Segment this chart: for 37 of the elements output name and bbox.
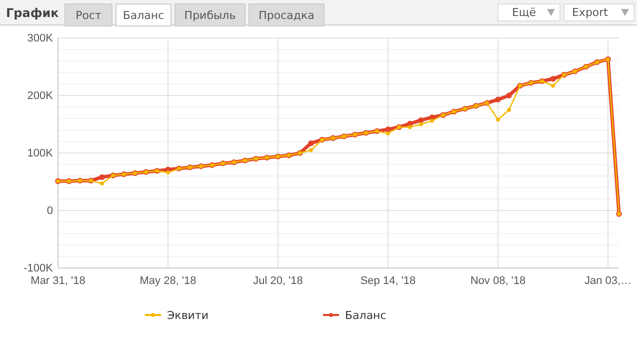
y-tick-label: 0 [46,205,53,218]
x-tick-label: Jul 20, '18 [253,274,303,287]
y-tick-label: 300K [27,32,54,45]
x-tick-label: May 28, '18 [140,274,196,287]
y-tick-label: 100K [27,148,54,160]
point [100,182,104,186]
point [418,117,424,124]
text: Прибыль [184,9,236,22]
x-tick-label: Jan 03,… [584,274,632,287]
x-tick-label: Nov 08, '18 [470,274,526,287]
legend-label: Эквити [167,309,209,322]
point [430,118,434,123]
point [506,92,512,98]
text: Export [572,6,609,19]
point [308,140,314,146]
y-tick-label: -100K [24,262,54,275]
text: Рост [76,9,102,22]
point [166,170,170,174]
point [386,132,390,136]
y-tick-label: 200K [27,90,54,102]
x-tick-label: Sep 14, '18 [360,274,416,287]
text: Баланс [122,9,164,22]
text: График [6,6,59,20]
text: Просадка [258,9,314,22]
x-tick-label: Mar 31, '18 [30,274,86,287]
point [99,174,105,180]
legend-label: Баланс [345,309,386,322]
point [550,76,556,82]
point [507,108,511,112]
text: Ещё [512,6,536,19]
point [551,84,555,88]
point [495,96,501,102]
point [385,126,391,132]
point [408,125,412,130]
point [309,148,313,152]
point [496,118,500,122]
point [419,122,423,126]
